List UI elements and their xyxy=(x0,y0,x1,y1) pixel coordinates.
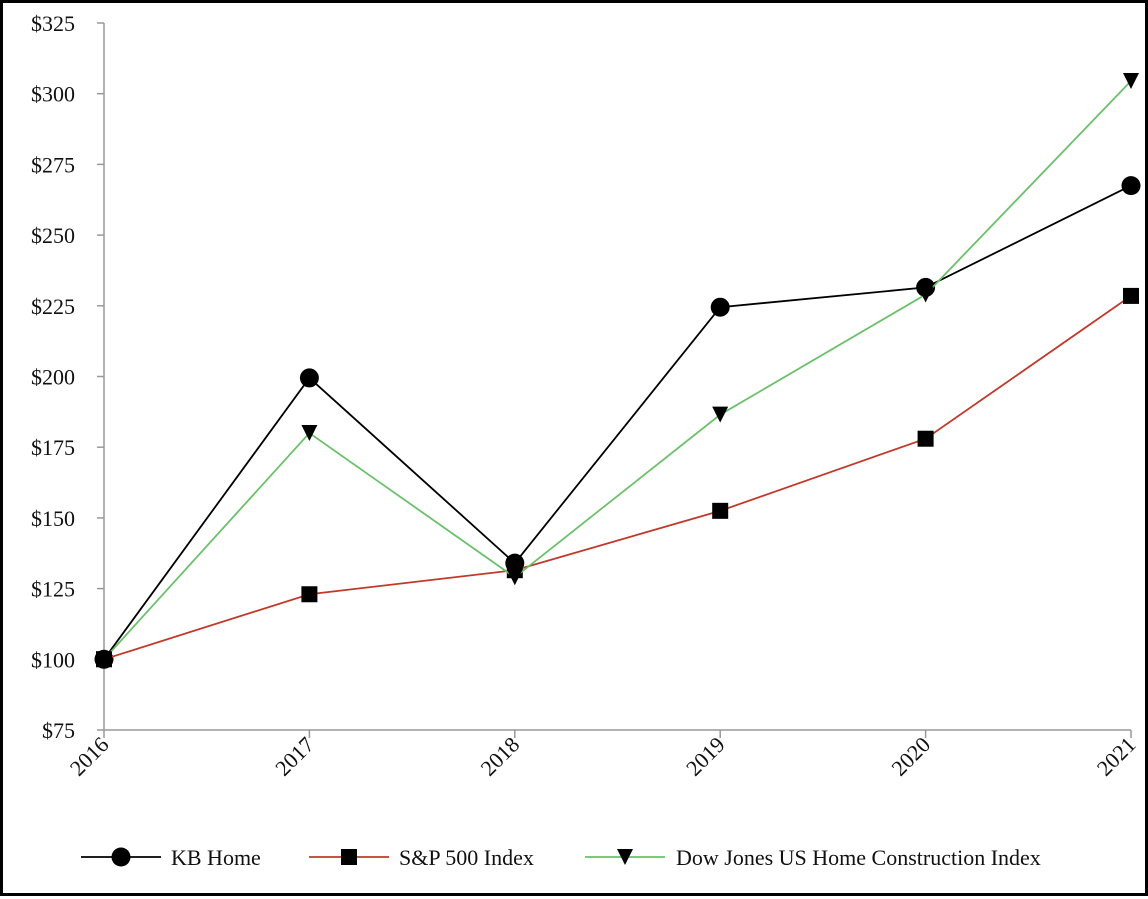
data-point xyxy=(1123,72,1139,89)
y-tick-label: $325 xyxy=(31,11,75,36)
legend-item: S&P 500 Index xyxy=(309,845,534,870)
series-line xyxy=(103,184,1132,660)
series-line xyxy=(103,295,1132,661)
data-point xyxy=(710,297,730,317)
data-point xyxy=(712,406,729,423)
legend-marker xyxy=(111,847,131,867)
series-1 xyxy=(96,287,1139,668)
data-point xyxy=(1121,176,1141,196)
data-point xyxy=(1123,287,1139,304)
data-point xyxy=(712,502,729,519)
data-point xyxy=(917,286,934,303)
data-point xyxy=(917,430,934,447)
y-tick-label: $100 xyxy=(31,647,75,672)
y-tick-label: $75 xyxy=(42,718,75,743)
y-tick-label: $300 xyxy=(31,82,75,107)
y-tick-label: $250 xyxy=(31,223,75,248)
y-tick-label: $275 xyxy=(31,152,75,177)
legend-label: KB Home xyxy=(171,845,261,870)
series-0 xyxy=(94,176,1141,669)
legend-marker xyxy=(617,849,633,865)
y-tick-label: $200 xyxy=(31,365,75,390)
y-tick-label: $225 xyxy=(31,294,75,319)
x-tick-label: 2019 xyxy=(681,732,730,781)
legend-item: Dow Jones US Home Construction Index xyxy=(585,845,1041,870)
legend-label: Dow Jones US Home Construction Index xyxy=(676,845,1041,870)
data-point xyxy=(299,368,319,388)
x-tick-label: 2021 xyxy=(1092,732,1141,781)
axes: $75 $100 $125 $150 $175 $200 $225 $250 $275 $300 $… xyxy=(31,11,1141,781)
legend: KB Home S&P 500 Index Dow Jones US Home Co… xyxy=(81,845,1041,870)
x-tick-label: 2017 xyxy=(270,732,319,781)
line-chart: $75 $100 $125 $150 $175 $200 $225 $250 $275 $300 $… xyxy=(31,11,1141,870)
y-tick-label: $175 xyxy=(31,435,75,460)
series-line xyxy=(103,80,1132,660)
y-tick-label: $150 xyxy=(31,506,75,531)
legend-label: S&P 500 Index xyxy=(399,845,534,870)
data-point xyxy=(506,569,523,586)
series-layer xyxy=(94,72,1141,669)
x-tick-label: 2018 xyxy=(476,732,525,781)
y-tick-label: $125 xyxy=(31,577,75,602)
legend-marker xyxy=(341,849,357,865)
data-point xyxy=(301,425,318,442)
legend-item: KB Home xyxy=(81,845,261,870)
data-point xyxy=(96,651,112,668)
data-point xyxy=(301,586,318,603)
series-2 xyxy=(96,72,1139,668)
x-tick-label: 2020 xyxy=(886,732,935,781)
